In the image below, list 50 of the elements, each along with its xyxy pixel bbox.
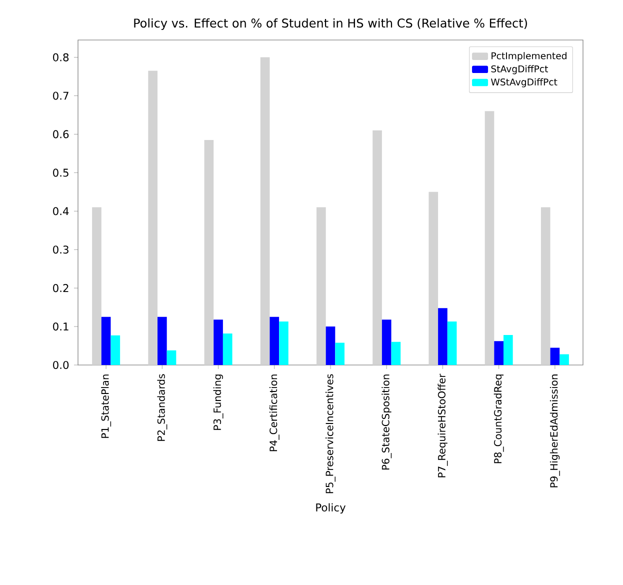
bar — [560, 354, 569, 365]
chart-title: Policy vs. Effect on % of Student in HS with CS (Relative % Effect) — [134, 18, 527, 30]
bar — [148, 70, 158, 365]
bar — [92, 207, 102, 365]
x-tick-label: P6_StateCSposition — [382, 374, 392, 470]
bar — [382, 320, 392, 365]
y-tick-label: 0.5 — [53, 168, 68, 177]
x-tick-label: P5_PreserviceIncentives — [326, 374, 336, 494]
bar — [270, 316, 280, 365]
bar — [484, 111, 494, 365]
bar — [222, 333, 232, 365]
y-tick-label: 0.8 — [53, 53, 69, 62]
y-tick-label: 0.0 — [53, 360, 69, 370]
bar — [447, 322, 457, 365]
x-tick-label: P1_StatePlan — [101, 374, 112, 438]
bar — [335, 342, 344, 365]
bar — [214, 320, 223, 365]
bar — [101, 316, 111, 365]
x-tick-label: P4_Certification — [269, 374, 280, 452]
x-axis-title: Policy — [316, 503, 346, 514]
bar — [540, 207, 550, 365]
bar — [204, 140, 214, 365]
bar — [110, 335, 120, 365]
bar — [326, 326, 336, 365]
bar — [158, 316, 167, 365]
bar — [504, 334, 513, 365]
x-tick-label: P8_CountGradReq — [494, 374, 504, 464]
y-tick-label: 0.7 — [53, 92, 68, 100]
bar — [316, 207, 326, 365]
bar — [550, 348, 560, 365]
x-tick-label: P2_Standards — [157, 374, 168, 441]
bar — [260, 57, 270, 365]
x-tick-label: P7_RequireHStoOffer — [438, 374, 448, 478]
y-tick-label: 0.3 — [53, 246, 68, 254]
y-tick-label: 0.4 — [53, 207, 69, 216]
y-tick-label: 0.6 — [53, 130, 69, 138]
bar — [494, 341, 504, 365]
legend-label: WStAvgDiffPct — [491, 78, 558, 88]
legend-label: PctImplemented — [492, 52, 566, 62]
bar — [279, 322, 288, 365]
y-tick-label: 0.1 — [53, 322, 68, 331]
bar — [166, 350, 176, 365]
x-tick-label: P3_Funding — [213, 374, 224, 430]
legend-label: StAvgDiffPct — [491, 65, 548, 74]
y-tick-label: 0.2 — [53, 284, 68, 292]
bar — [391, 342, 401, 365]
bar — [372, 130, 382, 365]
bar — [438, 308, 448, 365]
x-tick-label: P9_HigherEdAdmission — [550, 374, 560, 488]
bar — [428, 192, 438, 365]
